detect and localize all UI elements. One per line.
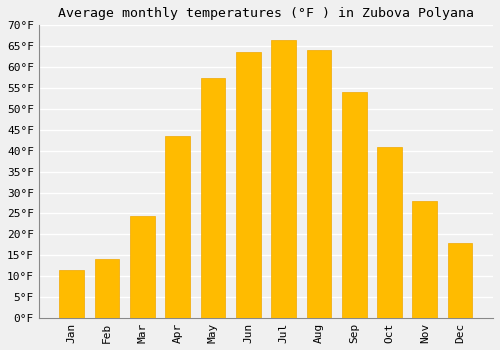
Bar [377,147,402,318]
Bar [342,92,366,318]
Bar [94,259,120,318]
Bar [236,52,260,318]
Bar [166,136,190,318]
Bar [306,50,331,318]
Bar [200,78,226,318]
Bar [448,243,472,318]
Bar [60,270,84,318]
Bar [412,201,437,318]
Bar [271,40,296,318]
Bar [130,216,155,318]
Title: Average monthly temperatures (°F ) in Zubova Polyana: Average monthly temperatures (°F ) in Zu… [58,7,474,20]
